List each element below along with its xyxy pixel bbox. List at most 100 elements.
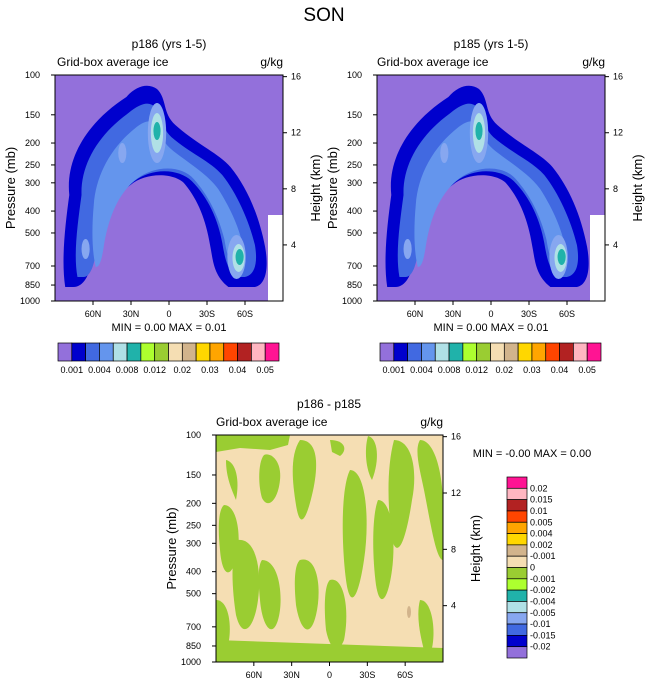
y-tick-label: 150 [25, 110, 40, 120]
colorbar-swatch [168, 342, 183, 362]
panel-a-contour-0-010 [153, 122, 161, 140]
panel-b-min-max: MIN = 0.00 MAX = 0.01 [434, 322, 549, 334]
colorbar-label: 0.004 [410, 365, 433, 375]
colorbar-label: 0.008 [116, 365, 139, 375]
colorbar-swatch [195, 342, 211, 362]
colorbar-label: 0.04 [229, 365, 247, 375]
panel-c-neg-region-9 [258, 560, 281, 630]
x-tick-label: 60S [397, 670, 413, 680]
panel-c-neg-region-8 [232, 539, 260, 630]
colorbar-swatch [71, 342, 86, 362]
y-tick-label: 100 [347, 70, 362, 80]
colorbar-swatch [506, 646, 528, 659]
colorbar-swatch [503, 342, 519, 362]
panel-a-min-max: MIN = 0.00 MAX = 0.01 [112, 322, 227, 334]
panel-b-contour-small-1 [440, 143, 449, 163]
colorbar-swatch [490, 342, 505, 362]
panel-c-neg-region-12 [373, 500, 394, 600]
panel-b-colorbar: 0.001 0.004 0.008 0.012 0.02 0.03 0.04 0.05 [379, 342, 602, 375]
colorbar-swatch [517, 342, 533, 362]
colorbar-label: 0.04 [551, 365, 569, 375]
y-right-tick-label: 12 [291, 128, 301, 138]
x-tick-label: 0 [166, 309, 171, 319]
panel-a-title: p186 (yrs 1-5) [132, 37, 207, 51]
colorbar-swatch [506, 521, 528, 534]
colorbar-swatch [57, 342, 73, 362]
panel-b-contour-0-010 [475, 122, 483, 140]
colorbar-label: -0.01 [530, 619, 551, 629]
x-tick-label: 60N [246, 670, 263, 680]
panel-b-title: p185 (yrs 1-5) [454, 37, 529, 51]
colorbar-label: -0.005 [530, 608, 556, 618]
panel-c-neg-region-10 [294, 559, 319, 630]
panel-c-neg-region-2 [292, 440, 317, 520]
y-tick-label: 200 [186, 498, 201, 508]
y-tick-label: 150 [347, 110, 362, 120]
colorbar-label: 0.004 [88, 365, 111, 375]
y-axis-title: Pressure (mb) [325, 147, 340, 229]
panel-c-neg-region-5 [388, 440, 415, 548]
x-tick-label: 30N [445, 309, 462, 319]
colorbar-swatch [462, 342, 478, 362]
y-right-tick-label: 4 [451, 601, 456, 611]
panel-c-neg-region-13 [417, 440, 443, 560]
colorbar-swatch [448, 342, 464, 362]
panel-b-contour-small-2 [403, 239, 412, 259]
panel-c-neg-region-1 [259, 454, 281, 504]
y-tick-label: 1000 [181, 657, 201, 667]
colorbar-swatch [506, 589, 528, 602]
panel-c: p186 - p185 Grid-box average ice g/kg [164, 397, 591, 680]
panel-c-neg-region-bottom [216, 640, 443, 662]
y-axis-right-title: Height (km) [468, 515, 483, 582]
panel-b-units: g/kg [582, 55, 605, 69]
panel-c-axes: 100 150 200 250 300 400 500 700 850 1000 16 12 8 4 60N… [164, 430, 483, 680]
panel-c-colorbar: 0.020.0150.010.0050.0040.002-0.0010-0.00… [506, 476, 556, 659]
colorbar-swatch [506, 612, 528, 625]
x-tick-label: 60N [85, 309, 102, 319]
colorbar-swatch [140, 342, 156, 362]
colorbar-swatch [223, 342, 238, 362]
y-tick-label: 300 [25, 178, 40, 188]
colorbar-swatch [506, 487, 528, 500]
colorbar-label: 0.05 [256, 365, 274, 375]
y-tick-label: 100 [25, 70, 40, 80]
y-tick-label: 500 [347, 228, 362, 238]
x-tick-label: 30S [521, 309, 537, 319]
x-tick-label: 60N [407, 309, 424, 319]
y-tick-label: 150 [186, 470, 201, 480]
colorbar-label: 0.001 [61, 365, 84, 375]
y-right-tick-label: 4 [291, 240, 296, 250]
colorbar-swatch [112, 342, 128, 362]
colorbar-swatch [506, 544, 528, 557]
colorbar-swatch [506, 601, 528, 614]
colorbar-swatch [586, 342, 602, 362]
y-tick-label: 500 [186, 589, 201, 599]
panel-c-pos-spot [407, 606, 411, 618]
colorbar-label: 0.05 [578, 365, 596, 375]
colorbar-swatch [407, 342, 422, 362]
colorbar-label: 0.03 [201, 365, 219, 375]
x-tick-label: 0 [488, 309, 493, 319]
y-tick-label: 250 [186, 520, 201, 530]
y-tick-label: 400 [347, 206, 362, 216]
y-tick-label: 700 [25, 261, 40, 271]
colorbar-label: 0.01 [530, 506, 548, 516]
colorbar-swatch [545, 342, 560, 362]
panel-c-min-max: MIN = -0.00 MAX = 0.00 [473, 448, 592, 460]
panel-b-left-label: Grid-box average ice [377, 55, 489, 69]
colorbar-swatch [506, 499, 528, 512]
colorbar-label: 0.02 [496, 365, 514, 375]
panel-a-contour-small-2 [81, 239, 90, 259]
colorbar-swatch [506, 635, 528, 648]
colorbar-swatch [506, 510, 528, 523]
y-tick-label: 400 [186, 567, 201, 577]
y-tick-label: 300 [186, 538, 201, 548]
panel-a-colorbar: 0.001 0.004 0.008 0.012 0.02 0.03 0.04 0.05 [57, 342, 280, 375]
y-right-tick-label: 4 [613, 240, 618, 250]
panel-c-neg-region-16 [216, 600, 230, 645]
panel-a-missing-region [268, 215, 283, 301]
colorbar-swatch [559, 342, 574, 362]
colorbar-label: 0.012 [143, 365, 166, 375]
panel-a-units: g/kg [260, 55, 283, 69]
colorbar-label: -0.002 [530, 585, 556, 595]
